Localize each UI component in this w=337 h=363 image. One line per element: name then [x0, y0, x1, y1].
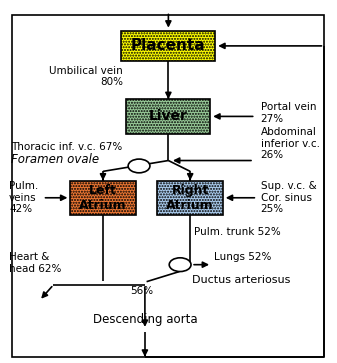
Text: 56%: 56%: [130, 286, 153, 296]
Text: Descending aorta: Descending aorta: [93, 313, 197, 326]
Text: Left
Atrium: Left Atrium: [79, 184, 127, 212]
FancyBboxPatch shape: [157, 181, 223, 215]
Text: Placenta: Placenta: [131, 38, 206, 53]
Text: Sup. v.c. &
Cor. sinus
25%: Sup. v.c. & Cor. sinus 25%: [261, 181, 316, 215]
Text: Umbilical vein
80%: Umbilical vein 80%: [49, 66, 123, 87]
Text: Pulm.
veins
42%: Pulm. veins 42%: [9, 181, 38, 215]
Ellipse shape: [128, 159, 150, 173]
FancyBboxPatch shape: [70, 181, 136, 215]
Text: Liver: Liver: [149, 109, 188, 123]
Text: Abdominal
inferior v.c.
26%: Abdominal inferior v.c. 26%: [261, 127, 319, 160]
Text: Foramen ovale: Foramen ovale: [11, 153, 99, 166]
Text: Lungs 52%: Lungs 52%: [214, 252, 271, 262]
FancyBboxPatch shape: [121, 30, 215, 61]
Text: Heart &
head 62%: Heart & head 62%: [9, 252, 61, 274]
Ellipse shape: [169, 258, 191, 272]
Text: Pulm. trunk 52%: Pulm. trunk 52%: [193, 227, 280, 237]
FancyBboxPatch shape: [126, 99, 210, 134]
Text: Ductus arteriosus: Ductus arteriosus: [192, 275, 290, 285]
Text: Portal vein
27%: Portal vein 27%: [261, 102, 316, 123]
Text: Right
Atrium: Right Atrium: [166, 184, 214, 212]
Text: Thoracic inf. v.c. 67%: Thoracic inf. v.c. 67%: [11, 142, 122, 152]
